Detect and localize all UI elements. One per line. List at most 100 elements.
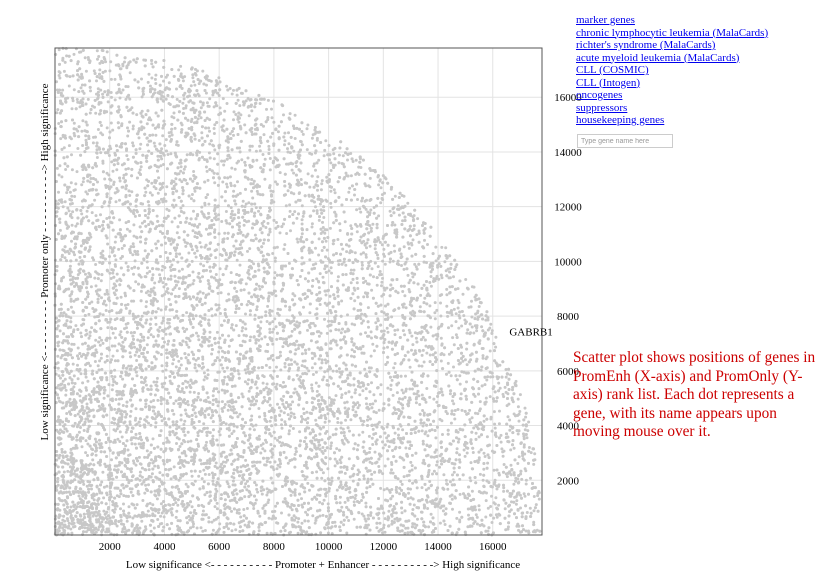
- gene-point[interactable]: [232, 110, 236, 114]
- gene-point[interactable]: [97, 509, 101, 513]
- gene-point[interactable]: [508, 418, 512, 422]
- gene-point[interactable]: [287, 261, 291, 265]
- gene-point[interactable]: [460, 408, 464, 412]
- gene-point[interactable]: [365, 295, 369, 299]
- gene-point[interactable]: [75, 222, 79, 226]
- gene-point[interactable]: [509, 463, 513, 467]
- gene-point[interactable]: [275, 245, 279, 249]
- gene-point[interactable]: [69, 181, 73, 185]
- gene-point[interactable]: [439, 314, 443, 318]
- gene-point[interactable]: [205, 268, 208, 272]
- gene-point[interactable]: [158, 325, 162, 329]
- gene-point[interactable]: [297, 347, 300, 350]
- gene-point[interactable]: [411, 238, 415, 242]
- gene-point[interactable]: [505, 475, 509, 479]
- gene-point[interactable]: [422, 360, 426, 364]
- gene-point[interactable]: [161, 126, 165, 130]
- gene-point[interactable]: [455, 531, 459, 535]
- gene-point[interactable]: [193, 479, 197, 483]
- gene-point[interactable]: [456, 306, 460, 310]
- gene-point[interactable]: [292, 504, 296, 508]
- gene-point[interactable]: [159, 402, 163, 406]
- gene-point[interactable]: [214, 498, 217, 502]
- gene-point[interactable]: [205, 83, 208, 87]
- gene-point[interactable]: [108, 255, 111, 258]
- gene-point[interactable]: [364, 331, 367, 335]
- gene-point[interactable]: [234, 307, 238, 311]
- gene-point[interactable]: [130, 479, 133, 482]
- gene-point[interactable]: [386, 457, 390, 461]
- gene-point[interactable]: [91, 141, 95, 145]
- gene-point[interactable]: [173, 126, 177, 130]
- gene-point[interactable]: [318, 514, 322, 518]
- gene-point[interactable]: [427, 470, 431, 474]
- gene-point[interactable]: [311, 263, 315, 267]
- gene-point[interactable]: [182, 423, 186, 426]
- gene-point[interactable]: [237, 208, 241, 212]
- gene-point[interactable]: [501, 450, 505, 454]
- gene-point[interactable]: [261, 447, 265, 451]
- gene-point[interactable]: [403, 531, 407, 535]
- gene-point[interactable]: [362, 474, 366, 478]
- gene-point[interactable]: [322, 216, 326, 219]
- gene-point[interactable]: [357, 165, 361, 169]
- gene-point[interactable]: [438, 294, 442, 297]
- gene-point[interactable]: [157, 511, 160, 515]
- gene-point[interactable]: [225, 524, 229, 528]
- gene-point[interactable]: [393, 517, 397, 521]
- gene-point[interactable]: [532, 462, 536, 466]
- gene-point[interactable]: [148, 514, 151, 518]
- gene-point[interactable]: [253, 233, 257, 237]
- gene-point[interactable]: [182, 97, 186, 101]
- gene-point[interactable]: [484, 396, 488, 400]
- gene-point[interactable]: [497, 473, 501, 477]
- gene-point[interactable]: [107, 446, 111, 450]
- gene-point[interactable]: [366, 513, 370, 517]
- gene-point[interactable]: [415, 523, 419, 527]
- gene-point[interactable]: [235, 425, 239, 429]
- gene-point[interactable]: [95, 79, 98, 83]
- gene-point[interactable]: [535, 528, 539, 532]
- gene-point[interactable]: [419, 531, 423, 535]
- gene-point[interactable]: [342, 523, 346, 527]
- gene-point[interactable]: [146, 509, 150, 513]
- gene-point[interactable]: [247, 201, 251, 205]
- gene-point[interactable]: [379, 392, 383, 396]
- gene-point[interactable]: [244, 482, 248, 486]
- gene-point[interactable]: [273, 271, 277, 275]
- gene-point[interactable]: [328, 226, 332, 230]
- gene-point[interactable]: [132, 223, 136, 227]
- gene-point[interactable]: [86, 192, 89, 196]
- gene-point[interactable]: [402, 267, 406, 271]
- gene-point[interactable]: [249, 493, 253, 497]
- gene-point[interactable]: [494, 496, 498, 500]
- gene-point[interactable]: [258, 514, 262, 518]
- gene-point[interactable]: [429, 284, 433, 288]
- gene-point[interactable]: [443, 260, 447, 264]
- gene-point[interactable]: [111, 383, 115, 387]
- gene-point[interactable]: [300, 415, 303, 418]
- gene-point[interactable]: [248, 427, 252, 431]
- gene-point[interactable]: [70, 216, 74, 220]
- gene-point[interactable]: [390, 468, 393, 472]
- gene-point[interactable]: [123, 337, 127, 341]
- gene-point[interactable]: [145, 122, 149, 126]
- gene-point[interactable]: [217, 76, 221, 80]
- gene-point[interactable]: [88, 364, 92, 368]
- gene-point[interactable]: [120, 246, 124, 250]
- gene-point[interactable]: [89, 285, 93, 289]
- gene-point[interactable]: [390, 488, 394, 491]
- gene-point[interactable]: [164, 75, 168, 79]
- gene-point[interactable]: [268, 419, 272, 423]
- gene-point[interactable]: [404, 374, 407, 378]
- gene-point[interactable]: [451, 473, 454, 477]
- gene-point[interactable]: [203, 493, 207, 497]
- gene-point[interactable]: [153, 91, 157, 95]
- gene-point[interactable]: [200, 205, 204, 209]
- gene-point[interactable]: [154, 82, 158, 85]
- gene-point[interactable]: [279, 444, 283, 448]
- gene-point[interactable]: [196, 349, 200, 352]
- gene-point[interactable]: [446, 361, 450, 365]
- gene-point[interactable]: [220, 400, 224, 404]
- gene-point[interactable]: [70, 168, 74, 172]
